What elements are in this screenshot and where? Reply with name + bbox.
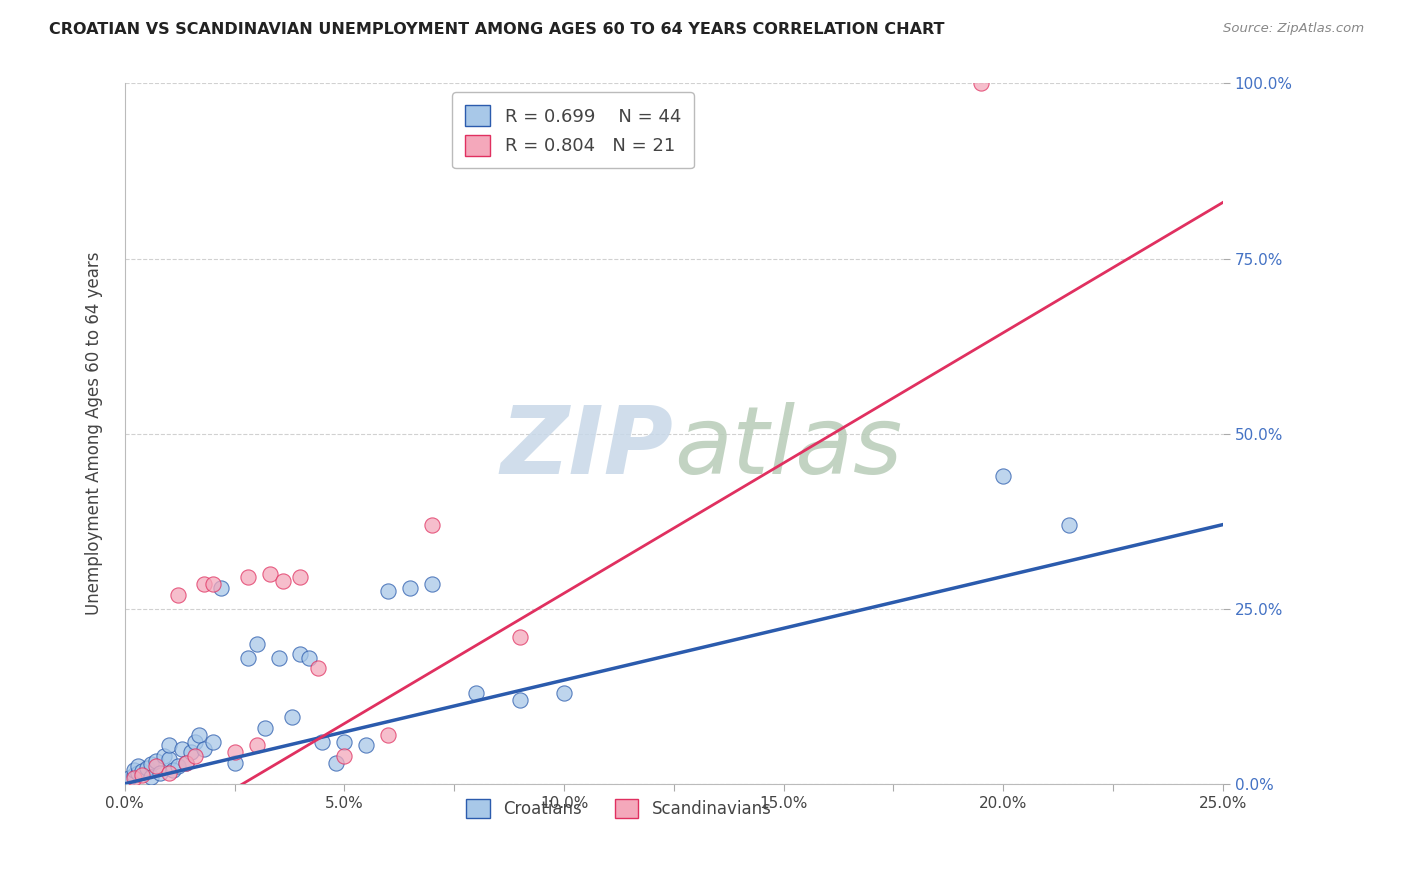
Point xyxy=(170,741,193,756)
Point xyxy=(127,766,149,780)
Point xyxy=(153,748,176,763)
Point xyxy=(176,756,198,770)
Point xyxy=(236,570,259,584)
Point xyxy=(176,756,198,770)
Point xyxy=(180,745,202,759)
Point xyxy=(118,771,141,785)
Point xyxy=(224,745,246,759)
Point xyxy=(131,768,153,782)
Point xyxy=(122,771,145,785)
Point xyxy=(509,630,531,644)
Point xyxy=(162,763,184,777)
Point xyxy=(377,728,399,742)
Point xyxy=(377,584,399,599)
Point xyxy=(141,757,163,772)
Point xyxy=(356,738,378,752)
Point xyxy=(184,735,207,749)
Text: ZIP: ZIP xyxy=(501,401,673,493)
Y-axis label: Unemployment Among Ages 60 to 64 years: Unemployment Among Ages 60 to 64 years xyxy=(86,252,103,615)
Point xyxy=(993,468,1015,483)
Point xyxy=(259,566,281,581)
Point xyxy=(211,581,233,595)
Point xyxy=(245,637,267,651)
Point xyxy=(307,661,329,675)
Legend: Croatians, Scandinavians: Croatians, Scandinavians xyxy=(460,792,778,824)
Point xyxy=(145,755,167,769)
Point xyxy=(141,770,163,784)
Point xyxy=(333,735,356,749)
Point xyxy=(157,752,180,766)
Point xyxy=(184,748,207,763)
Text: CROATIAN VS SCANDINAVIAN UNEMPLOYMENT AMONG AGES 60 TO 64 YEARS CORRELATION CHAR: CROATIAN VS SCANDINAVIAN UNEMPLOYMENT AM… xyxy=(49,22,945,37)
Point xyxy=(127,759,149,773)
Point xyxy=(201,577,224,591)
Point xyxy=(465,686,488,700)
Point xyxy=(420,577,443,591)
Point xyxy=(267,650,290,665)
Point xyxy=(157,766,180,780)
Point xyxy=(135,761,157,775)
Text: atlas: atlas xyxy=(673,402,903,493)
Text: Source: ZipAtlas.com: Source: ZipAtlas.com xyxy=(1223,22,1364,36)
Point xyxy=(201,735,224,749)
Point xyxy=(254,721,277,735)
Point xyxy=(166,759,188,773)
Point xyxy=(1057,517,1080,532)
Point xyxy=(271,574,294,588)
Point xyxy=(509,692,531,706)
Point xyxy=(122,763,145,777)
Point xyxy=(224,756,246,770)
Point xyxy=(325,756,347,770)
Point xyxy=(166,588,188,602)
Point xyxy=(553,686,575,700)
Point xyxy=(245,738,267,752)
Point xyxy=(420,517,443,532)
Point xyxy=(193,741,215,756)
Point xyxy=(298,650,321,665)
Point xyxy=(311,735,333,749)
Point xyxy=(280,710,302,724)
Point xyxy=(193,577,215,591)
Point xyxy=(399,581,422,595)
Point xyxy=(145,759,167,773)
Point xyxy=(149,766,172,780)
Point xyxy=(188,728,211,742)
Point xyxy=(236,650,259,665)
Point xyxy=(333,748,356,763)
Point xyxy=(122,768,145,782)
Point xyxy=(157,738,180,752)
Point xyxy=(290,570,312,584)
Point xyxy=(290,647,312,661)
Point xyxy=(970,77,993,91)
Point xyxy=(131,764,153,778)
